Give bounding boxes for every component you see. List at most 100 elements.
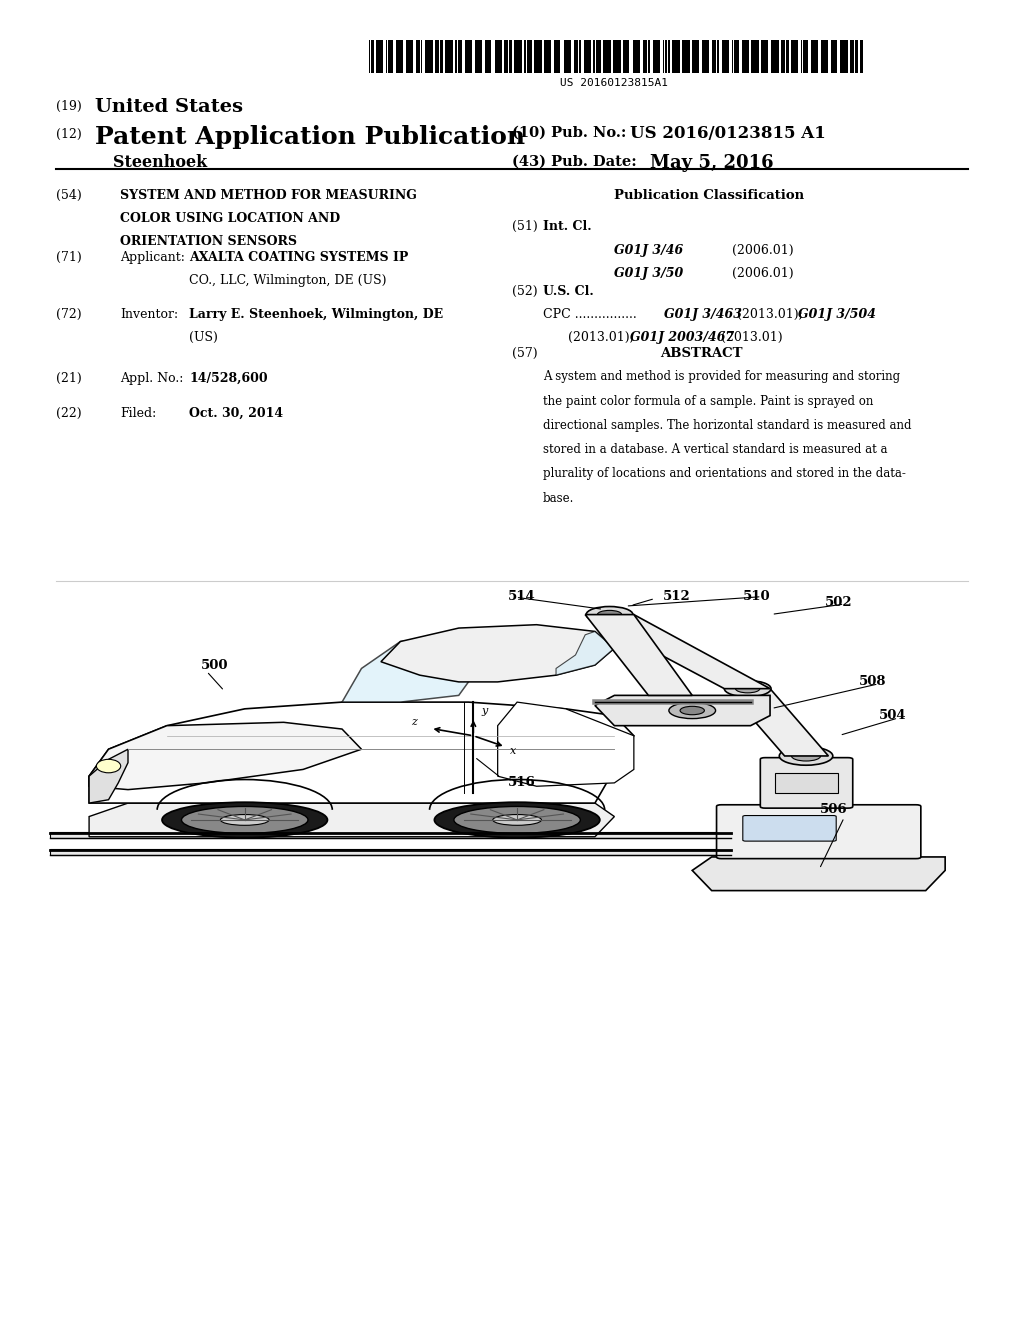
Bar (451, 40, 453, 73)
Bar (841, 40, 843, 73)
Ellipse shape (735, 685, 760, 693)
Text: (10) Pub. No.:: (10) Pub. No.: (512, 125, 632, 140)
Text: (2006.01): (2006.01) (732, 267, 794, 280)
Bar (746, 40, 749, 73)
Bar (596, 40, 598, 73)
Bar (381, 40, 383, 73)
Bar (702, 40, 705, 73)
Bar (606, 40, 608, 73)
Bar (406, 40, 409, 73)
Bar (369, 40, 370, 73)
Bar (633, 40, 635, 73)
Bar (398, 40, 400, 73)
Bar (549, 40, 551, 73)
Bar (828, 40, 830, 73)
Bar (774, 40, 776, 73)
Bar (692, 40, 694, 73)
Bar (643, 40, 645, 73)
Ellipse shape (779, 747, 833, 766)
Bar (771, 40, 774, 73)
Bar (623, 40, 626, 73)
Ellipse shape (434, 803, 600, 838)
Text: CO., LLC, Wilmington, DE (US): CO., LLC, Wilmington, DE (US) (189, 273, 387, 286)
Bar (470, 40, 472, 73)
Bar (652, 40, 655, 73)
Bar (577, 40, 578, 73)
Bar (640, 40, 643, 73)
Bar (472, 40, 474, 73)
Bar (668, 40, 670, 73)
Bar (383, 40, 386, 73)
FancyBboxPatch shape (742, 816, 837, 841)
Bar (430, 40, 433, 73)
Polygon shape (726, 689, 828, 756)
Bar (626, 40, 628, 73)
Text: 504: 504 (879, 709, 906, 722)
Ellipse shape (792, 751, 820, 762)
Bar (493, 40, 495, 73)
Bar (820, 40, 823, 73)
Bar (648, 40, 650, 73)
Bar (573, 40, 577, 73)
Bar (586, 40, 589, 73)
Bar (613, 40, 615, 73)
Bar (495, 40, 497, 73)
Text: G01J 3/463: G01J 3/463 (664, 308, 741, 321)
Bar (783, 40, 785, 73)
Bar (744, 40, 746, 73)
FancyBboxPatch shape (760, 758, 853, 808)
Bar (400, 40, 403, 73)
Bar (522, 40, 524, 73)
Bar (581, 40, 584, 73)
Bar (825, 40, 828, 73)
Bar (615, 40, 618, 73)
Text: United States: United States (95, 98, 244, 116)
Bar (418, 40, 421, 73)
Bar (636, 40, 638, 73)
Text: US 2016/0123815 A1: US 2016/0123815 A1 (630, 125, 825, 143)
Ellipse shape (669, 702, 716, 718)
Bar (517, 40, 519, 73)
Ellipse shape (724, 681, 771, 697)
Bar (846, 40, 848, 73)
Text: base.: base. (543, 491, 574, 504)
Text: (19): (19) (56, 100, 82, 114)
Bar (423, 40, 425, 73)
Bar (480, 40, 482, 73)
Text: (51): (51) (512, 220, 538, 234)
Bar (776, 40, 778, 73)
Bar (458, 40, 460, 73)
Bar (589, 40, 591, 73)
Bar (830, 40, 833, 73)
Bar (663, 40, 664, 73)
Bar (715, 40, 716, 73)
Bar (514, 40, 517, 73)
Text: 512: 512 (664, 590, 691, 602)
Bar (544, 40, 547, 73)
Bar (687, 40, 690, 73)
Bar (509, 40, 512, 73)
Bar (568, 40, 571, 73)
Bar (497, 40, 500, 73)
Bar (729, 40, 732, 73)
Bar (601, 40, 603, 73)
Polygon shape (89, 722, 361, 789)
Bar (467, 40, 470, 73)
Bar (836, 40, 837, 73)
Bar (603, 40, 606, 73)
Text: Oct. 30, 2014: Oct. 30, 2014 (189, 407, 284, 420)
Bar (823, 40, 825, 73)
Bar (685, 40, 687, 73)
Bar (386, 40, 387, 73)
Text: (21): (21) (56, 372, 82, 385)
Bar (694, 40, 697, 73)
Bar (531, 40, 535, 73)
Ellipse shape (586, 606, 633, 623)
Bar (524, 40, 525, 73)
Bar (561, 40, 564, 73)
Bar (806, 40, 808, 73)
Text: Larry E. Steenhoek, Wilmington, DE: Larry E. Steenhoek, Wilmington, DE (189, 308, 443, 321)
Text: Filed:: Filed: (120, 407, 156, 420)
Bar (564, 40, 566, 73)
Bar (376, 40, 379, 73)
